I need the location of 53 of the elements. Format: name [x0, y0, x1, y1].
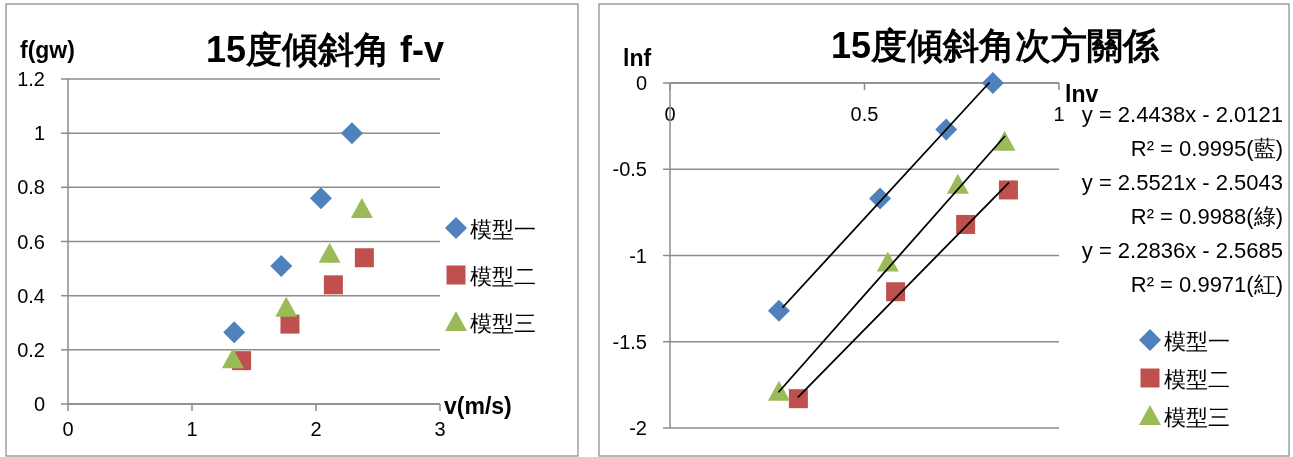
point [350, 198, 373, 218]
x-axis-title: v(m/s) [444, 393, 512, 419]
x-tick-label: 3 [434, 418, 446, 440]
legend-label: 模型三 [1164, 405, 1230, 430]
legend-label: 模型一 [470, 217, 536, 242]
point [340, 122, 363, 145]
point [275, 296, 298, 317]
x-tick-label: 0 [62, 418, 74, 440]
text: R² = 0.9971(紅) [1130, 272, 1283, 297]
text: R² = 0.9995(藍) [1130, 136, 1283, 161]
chart-title: 15度傾斜角 f-v [205, 29, 445, 70]
y-tick-label: 0 [33, 393, 45, 415]
legend-label: 模型二 [470, 264, 536, 289]
y-tick-label: 0.2 [17, 338, 45, 361]
point [318, 242, 341, 263]
x-tick-label: 0.5 [850, 103, 879, 125]
text: y = 2.5521x - 2.5043 [1081, 170, 1283, 195]
legend-label: 模型一 [1164, 329, 1230, 354]
point [223, 321, 246, 344]
x-tick-label: 1 [1053, 103, 1065, 125]
point [886, 282, 906, 302]
y-tick-label: -0.5 [612, 158, 647, 181]
point [221, 348, 244, 369]
legend-label: 模型二 [1164, 367, 1230, 392]
x-tick-label: 1 [186, 418, 198, 440]
point [767, 380, 790, 401]
y-tick-label: 1.2 [17, 68, 45, 90]
point [323, 275, 343, 295]
x-tick-label: 2 [310, 418, 322, 440]
y-axis-title: f(gw) [20, 37, 75, 63]
y-tick-label: -1.5 [612, 330, 647, 353]
text: R² = 0.9988(綠) [1130, 204, 1283, 229]
point [354, 248, 374, 268]
text: y = 2.2836x - 2.5685 [1081, 238, 1283, 263]
x-tick-label: 0 [664, 103, 676, 125]
point [981, 72, 1004, 94]
point [280, 314, 300, 334]
point [788, 389, 808, 409]
y-tick-label: 0.4 [17, 284, 45, 307]
y-tick-label: -2 [629, 417, 647, 439]
chart-title: 15度傾斜角次方關係 [830, 25, 1161, 66]
point [767, 299, 790, 322]
legend-label: 模型三 [470, 311, 536, 336]
y-tick-label: -1 [629, 244, 647, 267]
point [993, 130, 1016, 151]
point [270, 254, 293, 277]
y-tick-label: 1 [33, 122, 45, 145]
y-tick-label: 0 [635, 72, 647, 94]
y-tick-label: 0.8 [17, 176, 45, 199]
point [998, 180, 1018, 200]
y-tick-label: 0.6 [17, 230, 45, 253]
point [309, 187, 332, 210]
y-axis-title: lnf [623, 45, 652, 71]
